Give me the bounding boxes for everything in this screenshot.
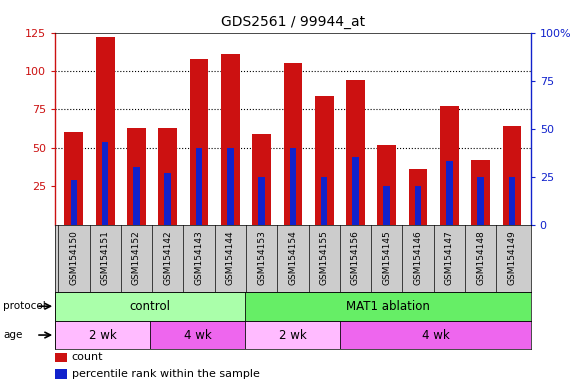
- Bar: [55, 353, 67, 362]
- Text: GSM154151: GSM154151: [101, 230, 110, 285]
- Bar: [284, 63, 302, 225]
- Bar: [127, 128, 146, 225]
- Bar: [409, 169, 427, 225]
- Bar: [102, 142, 108, 225]
- Bar: [440, 106, 459, 225]
- Text: age: age: [3, 330, 22, 340]
- Text: 4 wk: 4 wk: [422, 329, 450, 341]
- Bar: [471, 160, 490, 225]
- Bar: [245, 321, 340, 349]
- Text: GSM154142: GSM154142: [163, 230, 172, 285]
- Text: count: count: [72, 352, 103, 362]
- Text: GSM154145: GSM154145: [382, 230, 392, 285]
- Bar: [133, 167, 140, 225]
- Bar: [446, 161, 452, 225]
- Bar: [415, 186, 421, 225]
- Text: 4 wk: 4 wk: [184, 329, 212, 341]
- Bar: [227, 148, 234, 225]
- Bar: [195, 148, 202, 225]
- Bar: [55, 321, 150, 349]
- Text: 2 wk: 2 wk: [279, 329, 307, 341]
- Bar: [352, 157, 359, 225]
- Bar: [165, 173, 171, 225]
- Bar: [190, 59, 208, 225]
- Text: GSM154144: GSM154144: [226, 230, 235, 285]
- Text: GSM154154: GSM154154: [288, 230, 298, 285]
- Bar: [150, 321, 245, 349]
- Bar: [383, 186, 390, 225]
- Bar: [340, 321, 531, 349]
- Text: percentile rank within the sample: percentile rank within the sample: [72, 369, 260, 379]
- Text: GSM154153: GSM154153: [257, 230, 266, 285]
- Text: GSM154152: GSM154152: [132, 230, 141, 285]
- Bar: [55, 292, 245, 321]
- Bar: [289, 148, 296, 225]
- Bar: [321, 177, 328, 225]
- Text: GSM154143: GSM154143: [194, 230, 204, 285]
- Bar: [245, 292, 531, 321]
- Bar: [64, 132, 84, 225]
- Text: 2 wk: 2 wk: [89, 329, 117, 341]
- Bar: [55, 369, 67, 379]
- Bar: [221, 54, 240, 225]
- Bar: [258, 177, 265, 225]
- Title: GDS2561 / 99944_at: GDS2561 / 99944_at: [221, 15, 365, 29]
- Bar: [502, 126, 521, 225]
- Bar: [158, 128, 177, 225]
- Text: GSM154149: GSM154149: [508, 230, 516, 285]
- Text: GSM154147: GSM154147: [445, 230, 454, 285]
- Text: GSM154148: GSM154148: [476, 230, 485, 285]
- Bar: [315, 96, 333, 225]
- Text: GSM154156: GSM154156: [351, 230, 360, 285]
- Bar: [378, 145, 396, 225]
- Bar: [71, 180, 77, 225]
- Bar: [96, 37, 114, 225]
- Text: MAT1 ablation: MAT1 ablation: [346, 300, 430, 313]
- Bar: [346, 80, 365, 225]
- Bar: [509, 177, 515, 225]
- Text: protocol: protocol: [3, 301, 46, 311]
- Text: control: control: [130, 300, 171, 313]
- Text: GSM154146: GSM154146: [414, 230, 423, 285]
- Bar: [477, 177, 484, 225]
- Text: GSM154155: GSM154155: [320, 230, 329, 285]
- Text: GSM154150: GSM154150: [70, 230, 78, 285]
- Bar: [252, 134, 271, 225]
